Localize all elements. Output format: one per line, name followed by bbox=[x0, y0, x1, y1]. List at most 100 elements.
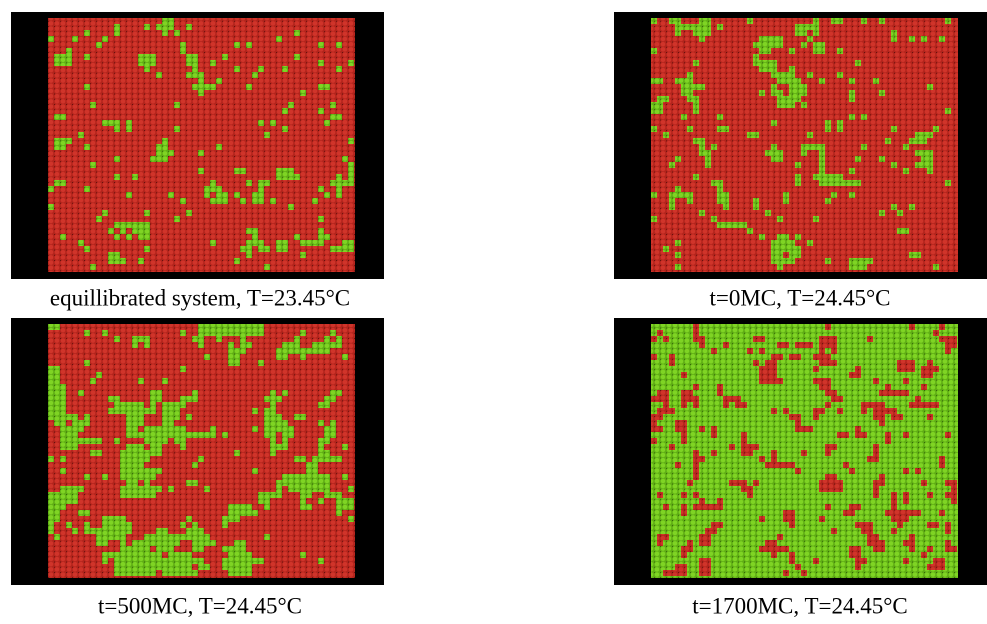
lattice-cluster bbox=[186, 24, 192, 30]
lattice-cluster bbox=[891, 126, 897, 132]
lattice-cluster bbox=[180, 48, 186, 54]
lattice-cluster bbox=[711, 216, 717, 222]
lattice-cluster bbox=[276, 420, 282, 426]
lattice-cluster bbox=[126, 558, 132, 564]
lattice-cluster bbox=[789, 96, 795, 102]
lattice-cluster bbox=[198, 78, 204, 84]
lattice-cluster bbox=[174, 216, 180, 222]
lattice-cluster bbox=[741, 480, 747, 486]
lattice-cluster bbox=[951, 492, 957, 498]
lattice-cluster bbox=[711, 432, 717, 438]
lattice-cluster bbox=[102, 36, 108, 42]
lattice-cluster bbox=[783, 342, 789, 348]
lattice-cluster bbox=[879, 90, 885, 96]
lattice-cluster bbox=[657, 408, 663, 414]
lattice-cluster bbox=[132, 486, 138, 492]
lattice-cluster bbox=[192, 396, 198, 402]
lattice-cluster bbox=[306, 492, 312, 498]
lattice-cluster bbox=[228, 342, 234, 348]
lattice-cluster bbox=[921, 162, 927, 168]
lattice-cluster bbox=[687, 126, 693, 132]
lattice-cluster bbox=[879, 414, 885, 420]
lattice-cluster bbox=[705, 24, 711, 30]
lattice-cluster bbox=[855, 432, 861, 438]
lattice-cluster bbox=[867, 336, 873, 342]
lattice-cluster bbox=[753, 42, 759, 48]
lattice-cluster bbox=[849, 264, 855, 270]
lattice-cluster bbox=[759, 90, 765, 96]
lattice-cluster bbox=[903, 468, 909, 474]
lattice-cluster bbox=[204, 330, 210, 336]
lattice-cluster bbox=[138, 420, 144, 426]
lattice-cluster bbox=[222, 192, 228, 198]
lattice-cluster bbox=[657, 330, 663, 336]
lattice-cluster bbox=[837, 408, 843, 414]
lattice-cluster bbox=[933, 564, 939, 570]
lattice-cluster bbox=[144, 66, 150, 72]
lattice-cluster bbox=[813, 18, 819, 24]
lattice-cluster bbox=[138, 564, 144, 570]
lattice-cluster bbox=[693, 474, 699, 480]
lattice-cluster bbox=[264, 534, 270, 540]
lattice-cluster bbox=[198, 564, 204, 570]
lattice-cluster bbox=[138, 258, 144, 264]
lattice-cluster bbox=[879, 210, 885, 216]
lattice-cluster bbox=[144, 426, 150, 432]
lattice-cluster bbox=[951, 546, 957, 552]
lattice-cluster bbox=[759, 60, 765, 66]
lattice-cluster bbox=[204, 192, 210, 198]
lattice-cluster bbox=[795, 246, 801, 252]
lattice-cluster bbox=[270, 414, 276, 420]
lattice-cluster bbox=[735, 480, 741, 486]
lattice-cluster bbox=[693, 384, 699, 390]
lattice-cluster bbox=[681, 24, 687, 30]
lattice-cluster bbox=[264, 432, 270, 438]
lattice-cluster bbox=[258, 492, 264, 498]
lattice-cluster bbox=[300, 456, 306, 462]
lattice-cluster bbox=[186, 210, 192, 216]
lattice-cluster bbox=[336, 492, 342, 498]
lattice-cluster bbox=[258, 66, 264, 72]
lattice-cluster bbox=[693, 396, 699, 402]
lattice-cluster bbox=[849, 258, 855, 264]
lattice-cluster bbox=[186, 528, 192, 534]
lattice-cluster bbox=[48, 378, 54, 384]
lattice-cluster bbox=[312, 462, 318, 468]
lattice-cluster bbox=[807, 72, 813, 78]
lattice-cluster bbox=[114, 336, 120, 342]
lattice-cluster bbox=[759, 42, 765, 48]
lattice-cluster bbox=[162, 546, 168, 552]
lattice-cluster bbox=[747, 132, 753, 138]
lattice-cluster bbox=[741, 438, 747, 444]
lattice-cluster bbox=[849, 114, 855, 120]
lattice-cluster bbox=[933, 522, 939, 528]
lattice-cluster bbox=[84, 420, 90, 426]
lattice-cluster bbox=[693, 84, 699, 90]
lattice-cluster bbox=[825, 360, 831, 366]
lattice-cluster bbox=[162, 432, 168, 438]
lattice-cluster bbox=[819, 384, 825, 390]
lattice-cluster bbox=[801, 342, 807, 348]
lattice-cluster bbox=[681, 564, 687, 570]
lattice-cluster bbox=[168, 564, 174, 570]
lattice-cluster bbox=[120, 540, 126, 546]
lattice-cluster bbox=[132, 228, 138, 234]
lattice-cluster bbox=[801, 144, 807, 150]
lattice-cluster bbox=[807, 426, 813, 432]
lattice-cluster bbox=[777, 258, 783, 264]
lattice-cluster bbox=[717, 186, 723, 192]
lattice-cluster bbox=[681, 390, 687, 396]
lattice-cluster bbox=[138, 552, 144, 558]
lattice-cluster bbox=[186, 54, 192, 60]
lattice-cluster bbox=[831, 180, 837, 186]
lattice-cluster bbox=[723, 126, 729, 132]
lattice-cluster bbox=[168, 534, 174, 540]
lattice-cluster bbox=[801, 24, 807, 30]
lattice-cluster bbox=[306, 348, 312, 354]
lattice-cluster bbox=[282, 426, 288, 432]
lattice-cluster bbox=[759, 336, 765, 342]
lattice-cluster bbox=[885, 432, 891, 438]
lattice-cluster bbox=[813, 30, 819, 36]
lattice-cluster bbox=[843, 510, 849, 516]
lattice-cluster bbox=[789, 72, 795, 78]
